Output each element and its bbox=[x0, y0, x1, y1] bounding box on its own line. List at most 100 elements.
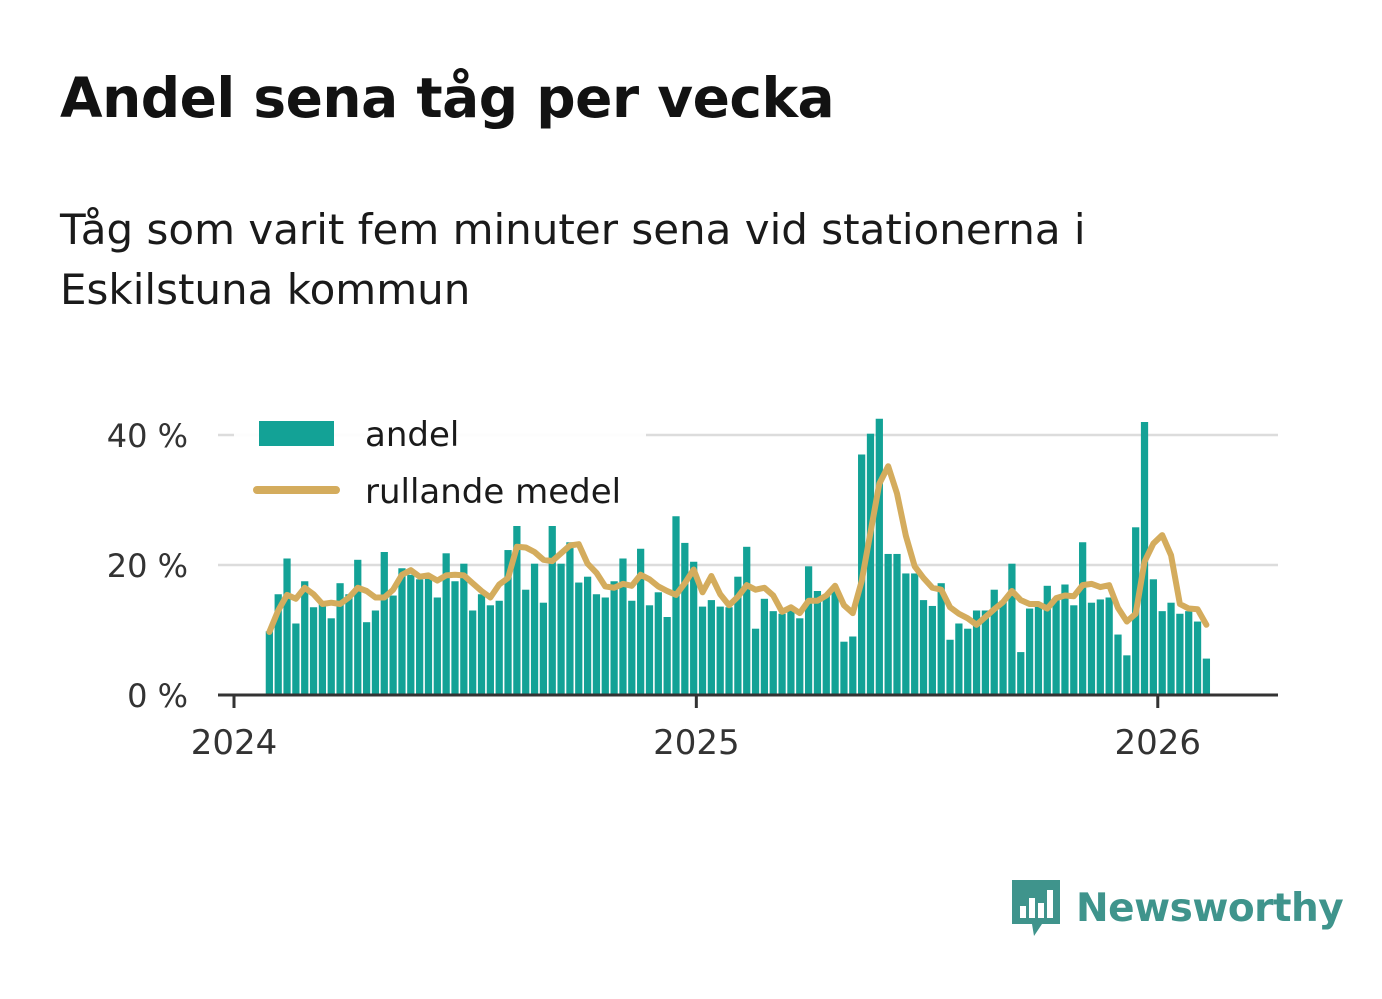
bar bbox=[716, 606, 724, 695]
bar bbox=[416, 579, 424, 695]
bar bbox=[301, 581, 309, 695]
bar bbox=[398, 568, 406, 695]
bar bbox=[1025, 608, 1034, 695]
bar bbox=[530, 563, 539, 695]
bar bbox=[760, 598, 769, 695]
legend-swatch-andel bbox=[259, 421, 334, 446]
brand-logo: Newsworthy bbox=[1010, 878, 1344, 938]
bar bbox=[389, 595, 397, 695]
bar bbox=[548, 526, 556, 695]
bar bbox=[875, 418, 883, 695]
bar bbox=[318, 604, 327, 695]
bar bbox=[292, 623, 300, 695]
bar bbox=[1008, 563, 1016, 695]
bar bbox=[575, 582, 583, 695]
bar bbox=[804, 566, 813, 695]
bar bbox=[866, 433, 875, 695]
y-tick-label: 40 % bbox=[107, 417, 188, 455]
bar bbox=[513, 526, 521, 695]
bar bbox=[698, 606, 707, 695]
brand-name: Newsworthy bbox=[1076, 885, 1344, 931]
bar bbox=[327, 618, 335, 695]
newsworthy-logo-icon bbox=[1012, 880, 1060, 936]
bar bbox=[442, 553, 450, 695]
bar bbox=[583, 576, 592, 695]
bar bbox=[796, 618, 804, 695]
bar bbox=[433, 597, 441, 695]
bar bbox=[964, 628, 972, 695]
bar bbox=[769, 611, 777, 695]
bar bbox=[981, 610, 990, 695]
bar bbox=[522, 589, 530, 695]
y-tick-label: 20 % bbox=[107, 547, 188, 585]
bar bbox=[495, 600, 503, 695]
bar bbox=[557, 563, 565, 695]
bar bbox=[1149, 579, 1157, 695]
bar bbox=[725, 607, 733, 695]
bar bbox=[371, 610, 380, 695]
bar bbox=[1017, 652, 1025, 695]
bar bbox=[654, 592, 662, 695]
bar bbox=[911, 573, 919, 695]
bar bbox=[1202, 658, 1211, 695]
bar bbox=[813, 591, 822, 695]
bar bbox=[1158, 611, 1166, 695]
bar bbox=[354, 559, 362, 695]
bar bbox=[999, 600, 1007, 695]
bar bbox=[1176, 613, 1184, 695]
bar bbox=[637, 548, 645, 695]
bar bbox=[681, 542, 689, 695]
bar bbox=[362, 622, 371, 695]
bar bbox=[1123, 655, 1131, 695]
legend: andel rullande medel bbox=[234, 404, 646, 516]
bar bbox=[1070, 605, 1078, 695]
bar bbox=[1061, 584, 1069, 695]
bar bbox=[787, 610, 795, 695]
axes: 0 % 20 % 40 % 2024 2025 2026 bbox=[107, 417, 1278, 763]
bar bbox=[822, 595, 830, 695]
bar bbox=[601, 597, 609, 695]
bar bbox=[707, 600, 715, 695]
bar bbox=[778, 613, 786, 695]
chart-title: Andel sena tåg per vecka bbox=[60, 66, 835, 130]
bar bbox=[1096, 599, 1104, 695]
chart-subtitle: Tåg som varit fem minuter sena vid stati… bbox=[60, 205, 1086, 314]
bar bbox=[663, 617, 671, 695]
bar bbox=[1079, 542, 1087, 695]
bar bbox=[628, 600, 636, 695]
bar bbox=[990, 589, 998, 695]
bar bbox=[1167, 602, 1175, 695]
bar bbox=[1105, 597, 1113, 695]
bar bbox=[407, 574, 415, 695]
bar bbox=[672, 516, 680, 695]
legend-label-andel: andel bbox=[365, 415, 459, 455]
x-tick-label: 2026 bbox=[1115, 723, 1202, 763]
bar bbox=[955, 623, 963, 695]
bar-series bbox=[265, 418, 1211, 695]
bar bbox=[309, 607, 318, 695]
bar bbox=[734, 576, 742, 695]
bar bbox=[849, 636, 857, 695]
bar bbox=[345, 594, 353, 695]
bar bbox=[566, 542, 574, 695]
bar bbox=[274, 594, 282, 695]
bar bbox=[884, 553, 892, 695]
bar bbox=[1043, 585, 1051, 695]
bar bbox=[751, 628, 760, 695]
bar bbox=[690, 561, 698, 695]
bar bbox=[619, 558, 627, 695]
bar bbox=[460, 563, 468, 695]
bar bbox=[469, 610, 477, 695]
bar bbox=[477, 594, 486, 695]
bar bbox=[336, 583, 344, 695]
bar bbox=[1185, 611, 1193, 695]
bar bbox=[972, 610, 981, 695]
bar bbox=[937, 583, 945, 695]
bar bbox=[645, 605, 654, 695]
bar bbox=[743, 546, 751, 695]
bar bbox=[486, 605, 494, 695]
bar bbox=[893, 553, 901, 695]
bar bbox=[265, 631, 273, 695]
bar bbox=[1087, 602, 1096, 695]
